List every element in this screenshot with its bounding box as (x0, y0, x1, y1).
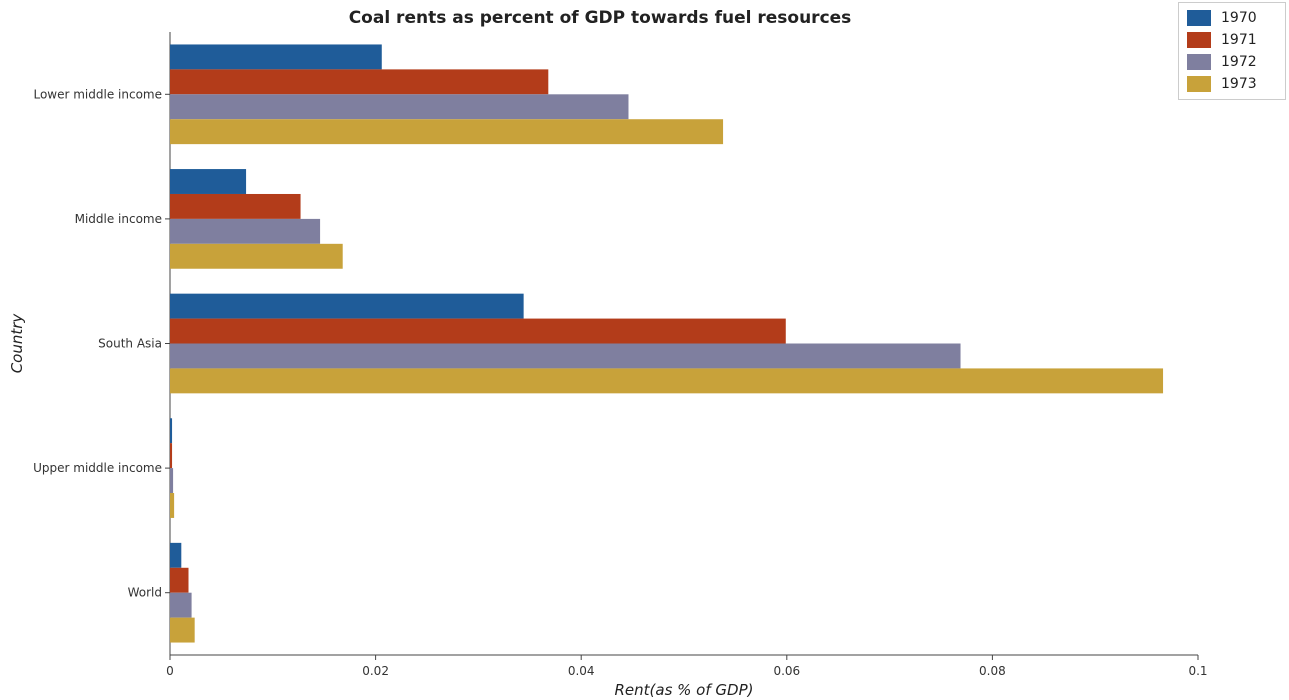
legend-label: 1970 (1221, 10, 1257, 26)
legend: 1970 1971 1972 1973 (1178, 2, 1286, 100)
bar-1970-south-asia (170, 293, 524, 319)
legend-item-1970: 1970 (1187, 7, 1285, 29)
x-tick-label: 0.06 (773, 664, 800, 678)
legend-item-1972: 1972 (1187, 51, 1285, 73)
bar-1971-upper-middle-income (170, 443, 173, 469)
bar-1971-world (170, 567, 189, 593)
bar-1971-middle-income (170, 193, 301, 219)
bar-1972-lower-middle-income (170, 94, 629, 120)
legend-swatch (1187, 54, 1211, 70)
y-tick-label: Middle income (75, 212, 162, 226)
bar-1972-south-asia (170, 343, 961, 369)
bar-1970-lower-middle-income (170, 44, 382, 70)
legend-swatch (1187, 10, 1211, 26)
x-tick-label: 0.1 (1188, 664, 1207, 678)
bar-1970-middle-income (170, 169, 247, 194)
bar-1973-middle-income (170, 243, 343, 269)
bar-1970-upper-middle-income (170, 418, 173, 444)
bar-1973-upper-middle-income (170, 493, 175, 518)
y-axis-ticks: Lower middle income Middle income South As… (33, 87, 170, 600)
legend-label: 1971 (1221, 32, 1257, 48)
y-tick-label: World (128, 586, 162, 600)
chart-title: Coal rents as percent of GDP towards fue… (348, 8, 852, 28)
bar-1972-world (170, 592, 192, 618)
y-axis-title: Country (8, 313, 26, 374)
bar-1973-world (170, 617, 195, 643)
legend-item-1971: 1971 (1187, 29, 1285, 51)
y-tick-label: Upper middle income (33, 461, 162, 475)
bar-1971-south-asia (170, 318, 786, 344)
x-tick-label: 0.02 (362, 664, 389, 678)
x-axis-ticks: 0 0.02 0.04 0.06 0.08 0.1 (166, 655, 1208, 678)
x-axis-title: Rent(as % of GDP) (615, 681, 754, 699)
bar-1973-lower-middle-income (170, 119, 724, 145)
x-tick-label: 0.04 (568, 664, 595, 678)
legend-label: 1973 (1221, 76, 1257, 92)
legend-swatch (1187, 32, 1211, 48)
bar-1972-upper-middle-income (170, 468, 174, 494)
legend-label: 1972 (1221, 54, 1257, 70)
bar-1973-south-asia (170, 368, 1164, 394)
bar-1970-world (170, 542, 182, 568)
legend-swatch (1187, 76, 1211, 92)
bar-group (170, 44, 1164, 643)
y-tick-label: South Asia (98, 337, 162, 351)
x-tick-label: 0 (166, 664, 174, 678)
y-tick-label: Lower middle income (33, 87, 162, 101)
bar-1971-lower-middle-income (170, 69, 549, 95)
x-tick-label: 0.08 (979, 664, 1006, 678)
legend-item-1973: 1973 (1187, 73, 1285, 95)
bar-1972-middle-income (170, 218, 321, 244)
